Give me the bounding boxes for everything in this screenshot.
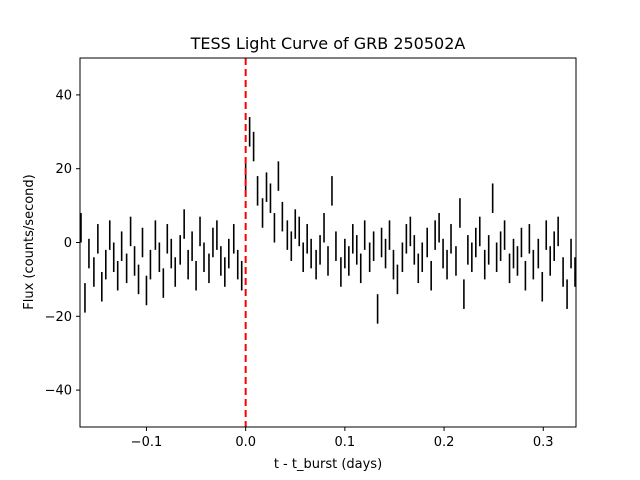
y-tick-label: −20	[45, 310, 72, 325]
chart-title: TESS Light Curve of GRB 250502A	[190, 34, 466, 53]
x-tick-label: −0.1	[131, 435, 163, 450]
data-marks	[80, 117, 576, 324]
y-axis-ticks: −40 −20 0 20 40	[45, 88, 80, 399]
x-axis-label: t - t_burst (days)	[274, 457, 382, 472]
x-axis-ticks: −0.1 0.0 0.1 0.2 0.3	[131, 427, 554, 450]
y-axis-label: Flux (counts/second)	[22, 174, 37, 310]
y-tick-label: 40	[55, 88, 72, 103]
x-tick-label: 0.2	[434, 435, 455, 450]
plot-area-frame	[79, 57, 577, 428]
y-tick-label: −40	[45, 384, 72, 399]
y-tick-label: 20	[55, 162, 72, 177]
y-tick-label: 0	[64, 236, 72, 251]
x-tick-label: 0.1	[335, 435, 356, 450]
x-tick-label: 0.3	[533, 435, 554, 450]
x-tick-label: 0.0	[235, 435, 256, 450]
